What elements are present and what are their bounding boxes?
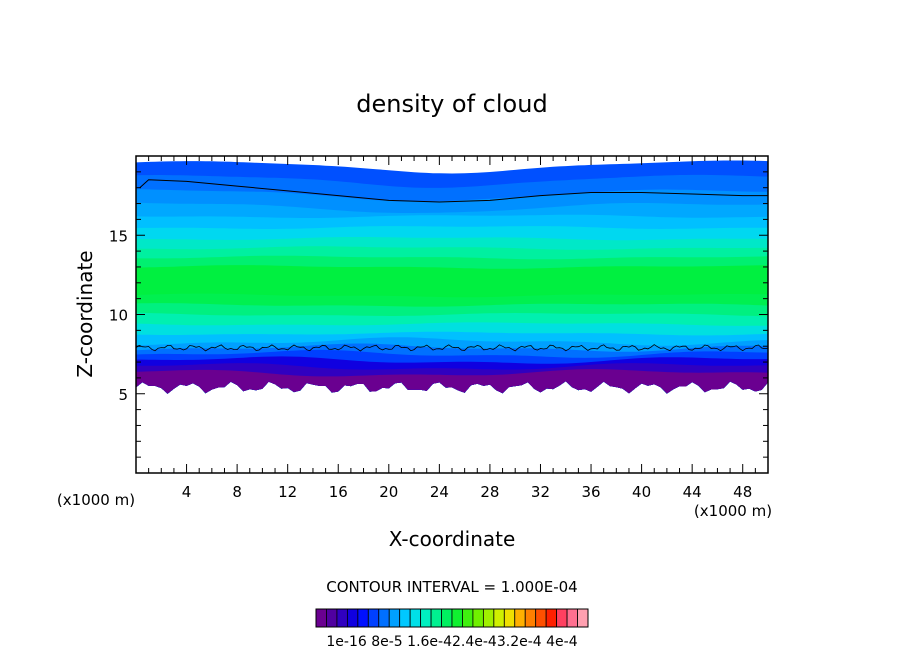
colorbar-swatch [326,608,338,628]
colorbar-swatch [399,608,411,628]
colorbar-swatch [503,608,516,628]
y-tick-label: 15 [109,227,128,245]
y-tick-label: 5 [118,386,128,404]
colorbar-swatch [493,608,505,628]
density-layers [136,160,768,394]
colorbar-swatch [346,608,359,628]
colorbar-swatch [535,608,547,628]
contour-line-upper [139,179,768,203]
contour-lines [136,179,768,352]
density-layer-21 [136,369,768,394]
x-tick-label: 8 [232,483,242,501]
x-tick-label: 4 [182,483,192,501]
colorbar-swatch [367,608,380,628]
x-tick-label: 12 [278,483,297,501]
x-tick-label: 32 [531,483,550,501]
colorbar-swatch [315,608,327,628]
colorbar-swatch [472,608,484,628]
colorbar-swatch [556,608,568,628]
colorbar-swatch [388,608,401,628]
y-axis-label: Z-coordinate [73,250,97,377]
colorbar-swatch [357,608,369,628]
colorbar [315,608,589,628]
contour-interval-label: CONTOUR INTERVAL = 1.000E-04 [326,578,577,596]
colorbar-frame [315,608,589,628]
x-tick-label: 44 [683,483,702,501]
colorbar-swatch [545,608,558,628]
chart-title: density of cloud [356,90,547,118]
colorbar-swatch [566,608,578,628]
x-tick-label: 16 [329,483,348,501]
x-tick-label: 28 [480,483,499,501]
x-tick-label: 36 [581,483,600,501]
colorbar-swatch [378,608,390,628]
x-tick-label: 48 [733,483,752,501]
colorbar-swatch [482,608,495,628]
colorbar-swatch [420,608,432,628]
colorbar-swatch [409,608,422,628]
x-tick-label: 20 [379,483,398,501]
colorbar-labels: 1e-16 8e-5 1.6e-42.4e-43.2e-4 4e-4 [326,634,577,650]
contour-line-lower [136,344,768,352]
colorbar-swatch [430,608,442,628]
colorbar-swatch [451,608,463,628]
x-axis-ticks: 4 8 12 16 20 24 28 32 36 40 44 48 [148,156,756,501]
y-axis-ticks: 5 10 15 [109,171,768,458]
colorbar-swatch [336,608,348,628]
x-tick-label: 24 [430,483,449,501]
x-tick-label: 40 [632,483,651,501]
plot-area [136,156,768,473]
y-tick-label: 10 [109,307,128,325]
colorbar-swatch [577,608,589,628]
colorbar-swatch [514,608,526,628]
colorbar-swatch [462,608,474,628]
x-unit-left: (x1000 m) [57,491,135,509]
colorbar-swatch [524,608,537,628]
colorbar-swatch [441,608,453,628]
x-axis-label: X-coordinate [389,527,516,551]
x-unit-right: (x1000 m) [694,502,772,520]
